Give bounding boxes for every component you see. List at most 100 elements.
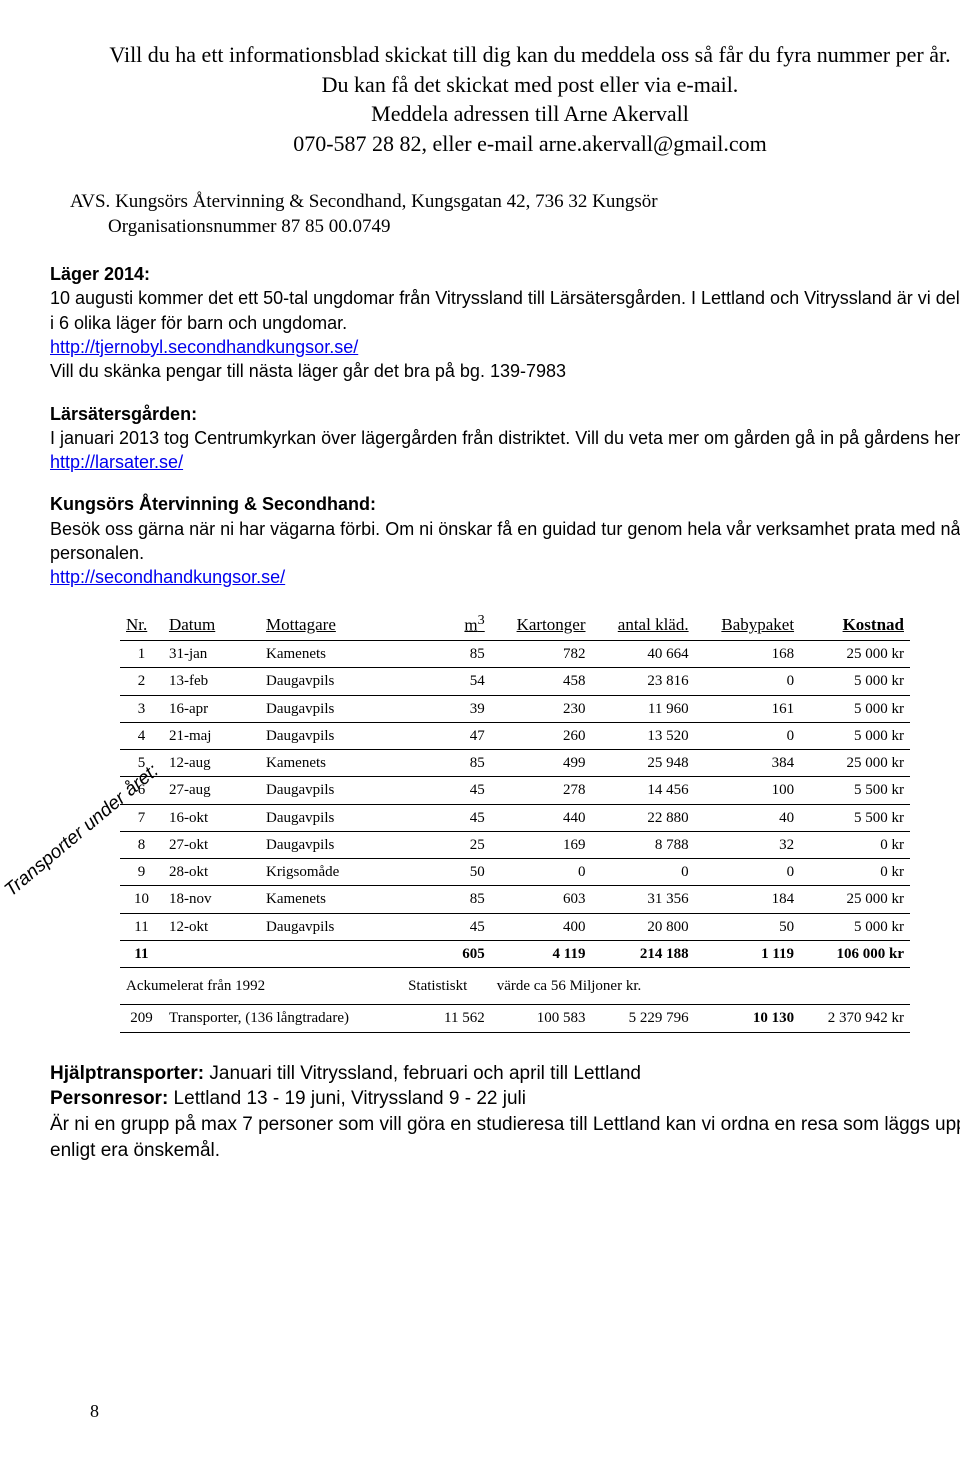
table-cell: 9 — [120, 859, 163, 886]
larsaters-p1: I januari 2013 tog Centrumkyrkan över lä… — [50, 428, 960, 448]
table-cell: 782 — [491, 641, 592, 668]
total-klad: 214 188 — [591, 940, 694, 967]
table-cell: 54 — [402, 668, 491, 695]
table-cell: 168 — [695, 641, 800, 668]
table-cell: 0 — [695, 859, 800, 886]
table-row: 213-febDaugavpils5445823 81605 000 kr — [120, 668, 910, 695]
lager-p2: Vill du skänka pengar till nästa läger g… — [50, 361, 566, 381]
table-cell: Daugavpils — [260, 777, 402, 804]
grand-kart: 100 583 — [491, 1005, 592, 1032]
th-klad: antal kläd. — [591, 608, 694, 641]
grand-label: Transporter, (136 långtradare) — [163, 1005, 402, 1032]
table-cell: 22 880 — [591, 804, 694, 831]
table-cell: 31-jan — [163, 641, 260, 668]
secondhand-link[interactable]: http://secondhandkungsor.se/ — [50, 567, 285, 587]
table-cell: 260 — [491, 722, 592, 749]
transport-table: Nr. Datum Mottagare m3 Kartonger antal k… — [120, 608, 910, 1033]
table-cell: 25 — [402, 831, 491, 858]
transport-table-wrap: Transporter under året: Nr. Datum Mottag… — [120, 608, 960, 1033]
table-row: 512-augKamenets8549925 94838425 000 kr — [120, 750, 910, 777]
table-cell: 458 — [491, 668, 592, 695]
table-cell: 23 816 — [591, 668, 694, 695]
grand-baby: 10 130 — [695, 1005, 800, 1032]
table-cell: 13 520 — [591, 722, 694, 749]
ack-row: Ackumelerat från 1992 Statistiskt värde … — [120, 968, 910, 1005]
lager-link[interactable]: http://tjernobyl.secondhandkungsor.se/ — [50, 337, 358, 357]
table-cell: 31 356 — [591, 886, 694, 913]
table-cell: Daugavpils — [260, 804, 402, 831]
th-mottagare: Mottagare — [260, 608, 402, 641]
larsaters-heading: Lärsätersgården: — [50, 404, 197, 424]
table-cell: 28-okt — [163, 859, 260, 886]
table-cell: 440 — [491, 804, 592, 831]
table-cell: 8 — [120, 831, 163, 858]
table-cell: 3 — [120, 695, 163, 722]
th-kostnad: Kostnad — [800, 608, 910, 641]
table-row: 928-oktKrigsomåde500000 kr — [120, 859, 910, 886]
table-cell: Kamenets — [260, 750, 402, 777]
table-cell: 12-okt — [163, 913, 260, 940]
table-cell: 5 000 kr — [800, 695, 910, 722]
table-cell: 16-apr — [163, 695, 260, 722]
table-cell: 45 — [402, 804, 491, 831]
avs-org: Organisationsnummer 87 85 00.0749 — [108, 216, 391, 237]
ack-label: Ackumelerat från 1992 — [120, 968, 402, 1005]
total-baby: 1 119 — [695, 940, 800, 967]
table-cell: 85 — [402, 641, 491, 668]
table-cell: 18-nov — [163, 886, 260, 913]
table-cell: 45 — [402, 777, 491, 804]
th-m3: m3 — [402, 608, 491, 641]
table-cell: 27-aug — [163, 777, 260, 804]
table-cell: 45 — [402, 913, 491, 940]
table-row: 827-oktDaugavpils251698 788320 kr — [120, 831, 910, 858]
table-cell: 14 456 — [591, 777, 694, 804]
table-cell: 5 000 kr — [800, 722, 910, 749]
table-cell: Kamenets — [260, 641, 402, 668]
bottom-p3: Är ni en grupp på max 7 personer som vil… — [50, 1114, 960, 1161]
secondhand-p1: Besök oss gärna när ni har vägarna förbi… — [50, 519, 960, 563]
ack-value: värde ca 56 Miljoner kr. — [491, 968, 910, 1005]
table-cell: 50 — [402, 859, 491, 886]
table-cell: 278 — [491, 777, 592, 804]
header-line-1: Vill du ha ett informationsblad skickat … — [50, 40, 960, 70]
table-row: 627-augDaugavpils4527814 4561005 500 kr — [120, 777, 910, 804]
pr-label: Personresor: — [50, 1088, 168, 1109]
table-cell: Daugavpils — [260, 668, 402, 695]
table-cell: 20 800 — [591, 913, 694, 940]
table-total-row: 11 605 4 119 214 188 1 119 106 000 kr — [120, 940, 910, 967]
total-nr: 11 — [120, 940, 163, 967]
table-cell: 161 — [695, 695, 800, 722]
table-cell: 25 000 kr — [800, 886, 910, 913]
table-cell: 1 — [120, 641, 163, 668]
table-cell: 400 — [491, 913, 592, 940]
section-secondhand: Kungsörs Återvinning & Secondhand: Besök… — [50, 492, 960, 589]
th-baby: Babypaket — [695, 608, 800, 641]
table-cell: 0 — [491, 859, 592, 886]
table-cell: 27-okt — [163, 831, 260, 858]
table-cell: 11 — [120, 913, 163, 940]
header-line-3: Meddela adressen till Arne Akervall — [50, 99, 960, 129]
table-cell: 2 — [120, 668, 163, 695]
hj-text: Januari till Vitryssland, februari och a… — [204, 1063, 641, 1084]
page-number: 8 — [90, 1399, 99, 1423]
header-line-2: Du kan få det skickat med post eller via… — [50, 70, 960, 100]
table-cell: 603 — [491, 886, 592, 913]
table-cell: Daugavpils — [260, 722, 402, 749]
table-cell: 0 — [591, 859, 694, 886]
grand-klad: 5 229 796 — [591, 1005, 694, 1032]
table-cell: Daugavpils — [260, 695, 402, 722]
larsaters-link[interactable]: http://larsater.se/ — [50, 452, 183, 472]
table-cell: 5 500 kr — [800, 804, 910, 831]
bottom-block: Hjälptransporter: Januari till Vitryssla… — [50, 1061, 960, 1164]
table-cell: 11 960 — [591, 695, 694, 722]
sender-block: AVS. Kungsörs Återvinning & Secondhand, … — [70, 189, 960, 240]
table-cell: 5 000 kr — [800, 668, 910, 695]
pr-text: Lettland 13 - 19 juni, Vitryssland 9 - 2… — [168, 1088, 526, 1109]
table-cell: 40 — [695, 804, 800, 831]
table-row: 1112-oktDaugavpils4540020 800505 000 kr — [120, 913, 910, 940]
header-block: Vill du ha ett informationsblad skickat … — [50, 40, 960, 159]
table-cell: 169 — [491, 831, 592, 858]
grand-m3: 11 562 — [402, 1005, 491, 1032]
table-cell: 25 000 kr — [800, 750, 910, 777]
avs-label: AVS. — [70, 191, 110, 212]
